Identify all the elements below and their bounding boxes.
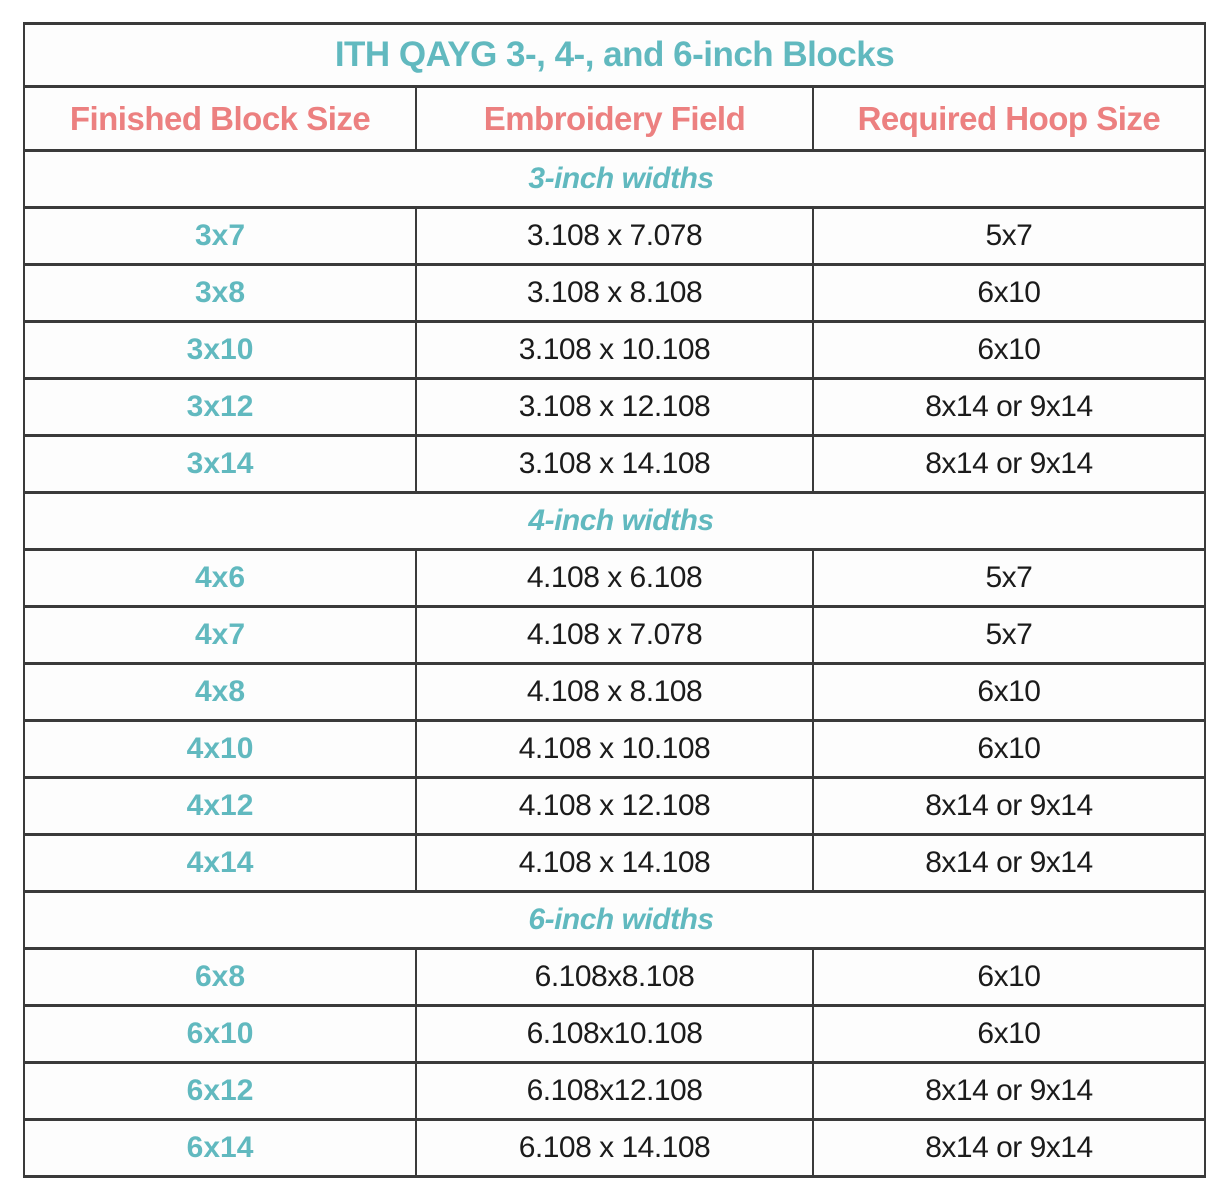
data-row: 3x10 3.108 x 10.108 6x10 bbox=[22, 320, 1207, 380]
hoop-size-cell: 6x10 bbox=[811, 1004, 1207, 1064]
hoop-size-cell: 8x14 or 9x14 bbox=[811, 776, 1207, 836]
data-row: 3x12 3.108 x 12.108 8x14 or 9x14 bbox=[22, 377, 1207, 437]
column-header-embroidery-field: Embroidery Field bbox=[415, 85, 814, 152]
block-size-cell: 4x14 bbox=[22, 833, 418, 893]
data-row: 3x14 3.108 x 14.108 8x14 or 9x14 bbox=[22, 434, 1207, 494]
embroidery-field-cell: 3.108 x 12.108 bbox=[415, 377, 814, 437]
section-row: 3-inch widths bbox=[23, 149, 1206, 209]
embroidery-field-cell: 3.108 x 10.108 bbox=[415, 320, 814, 380]
data-row: 3x7 3.108 x 7.078 5x7 bbox=[22, 206, 1207, 266]
embroidery-field-cell: 4.108 x 14.108 bbox=[415, 833, 814, 893]
table-body: 3-inch widths 3x7 3.108 x 7.078 5x7 3x8 3.108… bbox=[22, 149, 1207, 1178]
section-label: 6-inch widths bbox=[23, 890, 1206, 950]
hoop-size-cell: 5x7 bbox=[811, 206, 1207, 266]
data-row: 3x8 3.108 x 8.108 6x10 bbox=[22, 263, 1207, 323]
hoop-size-cell: 6x10 bbox=[811, 719, 1207, 779]
hoop-size-cell: 6x10 bbox=[811, 947, 1207, 1007]
data-row: 4x8 4.108 x 8.108 6x10 bbox=[22, 662, 1207, 722]
block-size-cell: 6x12 bbox=[22, 1061, 418, 1121]
data-row: 4x6 4.108 x 6.108 5x7 bbox=[22, 548, 1207, 608]
data-row: 4x7 4.108 x 7.078 5x7 bbox=[22, 605, 1207, 665]
hoop-size-cell: 6x10 bbox=[811, 263, 1207, 323]
embroidery-field-cell: 4.108 x 8.108 bbox=[415, 662, 814, 722]
data-row: 6x8 6.108x8.108 6x10 bbox=[22, 947, 1207, 1007]
embroidery-field-cell: 6.108 x 14.108 bbox=[415, 1118, 814, 1178]
hoop-size-cell: 6x10 bbox=[811, 662, 1207, 722]
section-label: 3-inch widths bbox=[23, 149, 1206, 209]
embroidery-field-cell: 6.108x12.108 bbox=[415, 1061, 814, 1121]
hoop-size-cell: 6x10 bbox=[811, 320, 1207, 380]
hoop-size-cell: 8x14 or 9x14 bbox=[811, 833, 1207, 893]
column-header-required-hoop-size: Required Hoop Size bbox=[811, 85, 1207, 152]
hoop-size-cell: 8x14 or 9x14 bbox=[811, 377, 1207, 437]
block-size-cell: 3x8 bbox=[22, 263, 418, 323]
block-size-cell: 4x6 bbox=[22, 548, 418, 608]
block-size-cell: 6x10 bbox=[22, 1004, 418, 1064]
hoop-size-cell: 5x7 bbox=[811, 605, 1207, 665]
table-title: ITH QAYG 3-, 4-, and 6-inch Blocks bbox=[23, 22, 1206, 88]
section-row: 6-inch widths bbox=[23, 890, 1206, 950]
block-size-cell: 4x12 bbox=[22, 776, 418, 836]
data-row: 6x14 6.108 x 14.108 8x14 or 9x14 bbox=[22, 1118, 1207, 1178]
hoop-size-cell: 8x14 or 9x14 bbox=[811, 434, 1207, 494]
block-size-cell: 3x10 bbox=[22, 320, 418, 380]
embroidery-field-cell: 3.108 x 7.078 bbox=[415, 206, 814, 266]
data-row: 4x12 4.108 x 12.108 8x14 or 9x14 bbox=[22, 776, 1207, 836]
table-header-row: Finished Block Size Embroidery Field Req… bbox=[22, 85, 1207, 152]
data-row: 6x12 6.108x12.108 8x14 or 9x14 bbox=[22, 1061, 1207, 1121]
section-row: 4-inch widths bbox=[23, 491, 1206, 551]
hoop-size-cell: 8x14 or 9x14 bbox=[811, 1061, 1207, 1121]
block-size-cell: 4x7 bbox=[22, 605, 418, 665]
column-header-finished-block-size: Finished Block Size bbox=[22, 85, 418, 152]
block-size-cell: 3x7 bbox=[22, 206, 418, 266]
data-row: 4x10 4.108 x 10.108 6x10 bbox=[22, 719, 1207, 779]
embroidery-field-cell: 4.108 x 12.108 bbox=[415, 776, 814, 836]
section-label: 4-inch widths bbox=[23, 491, 1206, 551]
qayg-block-size-table: ITH QAYG 3-, 4-, and 6-inch Blocks Finis… bbox=[22, 22, 1207, 1178]
embroidery-field-cell: 6.108x10.108 bbox=[415, 1004, 814, 1064]
embroidery-field-cell: 3.108 x 8.108 bbox=[415, 263, 814, 323]
block-size-cell: 6x8 bbox=[22, 947, 418, 1007]
embroidery-field-cell: 4.108 x 6.108 bbox=[415, 548, 814, 608]
block-size-cell: 3x12 bbox=[22, 377, 418, 437]
data-row: 6x10 6.108x10.108 6x10 bbox=[22, 1004, 1207, 1064]
embroidery-field-cell: 4.108 x 10.108 bbox=[415, 719, 814, 779]
block-size-cell: 4x8 bbox=[22, 662, 418, 722]
data-row: 4x14 4.108 x 14.108 8x14 or 9x14 bbox=[22, 833, 1207, 893]
hoop-size-cell: 8x14 or 9x14 bbox=[811, 1118, 1207, 1178]
block-size-cell: 6x14 bbox=[22, 1118, 418, 1178]
embroidery-field-cell: 4.108 x 7.078 bbox=[415, 605, 814, 665]
block-size-cell: 3x14 bbox=[22, 434, 418, 494]
table-title-row: ITH QAYG 3-, 4-, and 6-inch Blocks bbox=[23, 22, 1206, 88]
hoop-size-cell: 5x7 bbox=[811, 548, 1207, 608]
block-size-cell: 4x10 bbox=[22, 719, 418, 779]
embroidery-field-cell: 6.108x8.108 bbox=[415, 947, 814, 1007]
embroidery-field-cell: 3.108 x 14.108 bbox=[415, 434, 814, 494]
